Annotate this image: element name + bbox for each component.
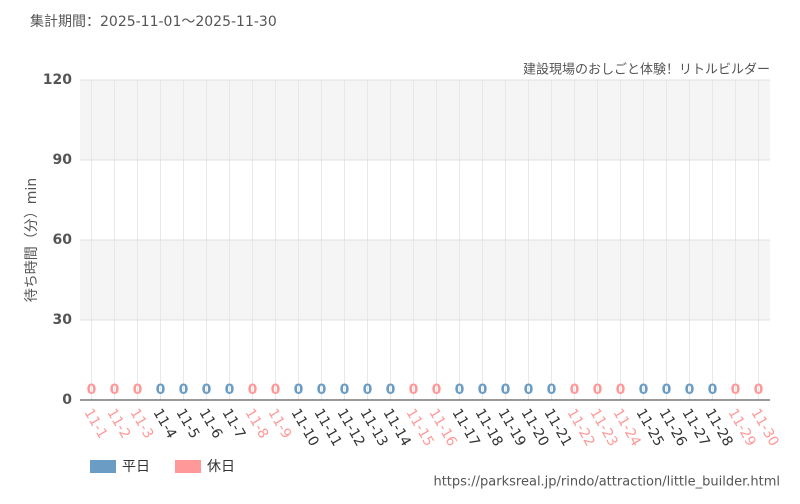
value-label: 0	[524, 382, 534, 398]
value-label: 0	[593, 382, 603, 398]
legend-swatch	[90, 460, 116, 473]
value-label: 0	[87, 382, 97, 398]
x-tick-label: 11-5	[173, 406, 203, 442]
y-tick-label: 90	[53, 152, 73, 168]
y-tick-label: 0	[62, 392, 72, 408]
grid-band	[80, 80, 770, 160]
value-label: 0	[708, 382, 718, 398]
x-tick-label: 11-6	[196, 406, 226, 442]
value-label: 0	[570, 382, 580, 398]
value-label: 0	[685, 382, 695, 398]
legend-swatch	[175, 460, 201, 473]
x-tick-label: 11-2	[104, 406, 134, 442]
value-label: 0	[432, 382, 442, 398]
value-label: 0	[225, 382, 235, 398]
y-tick-label: 30	[53, 312, 73, 328]
chart-title: 建設現場のおしごと体験！リトルビルダー	[523, 62, 770, 78]
value-label: 0	[133, 382, 143, 398]
y-axis-label: 待ち時間（分）min	[24, 178, 40, 302]
value-label: 0	[179, 382, 189, 398]
value-label: 0	[731, 382, 741, 398]
value-label: 0	[294, 382, 304, 398]
value-label: 0	[271, 382, 281, 398]
value-label: 0	[616, 382, 626, 398]
x-tick-label: 11-9	[265, 406, 295, 442]
x-tick-label: 11-4	[150, 406, 180, 442]
legend-label: 平日	[122, 459, 150, 475]
y-tick-label: 60	[53, 232, 73, 248]
value-label: 0	[110, 382, 120, 398]
value-label: 0	[501, 382, 511, 398]
legend-label: 休日	[207, 459, 235, 475]
value-label: 0	[340, 382, 350, 398]
value-label: 0	[639, 382, 649, 398]
value-label: 0	[248, 382, 258, 398]
x-tick-label: 11-1	[81, 406, 111, 442]
value-label: 0	[478, 382, 488, 398]
value-label: 0	[455, 382, 465, 398]
x-tick-label: 11-3	[127, 406, 157, 442]
value-label: 0	[754, 382, 764, 398]
value-label: 0	[662, 382, 672, 398]
value-label: 0	[202, 382, 212, 398]
footer: https://parksreal.jp/rindo/attraction/li…	[433, 475, 780, 490]
y-tick-label: 120	[43, 72, 72, 88]
value-label: 0	[547, 382, 557, 398]
value-label: 0	[317, 382, 327, 398]
x-tick-label: 11-7	[219, 406, 249, 442]
value-label: 0	[409, 382, 419, 398]
value-label: 0	[386, 382, 396, 398]
x-tick-label: 11-8	[242, 406, 272, 442]
grid-band	[80, 240, 770, 320]
value-label: 0	[156, 382, 166, 398]
period: 集計期間：2025-11-01〜2025-11-30	[30, 13, 277, 30]
value-label: 0	[363, 382, 373, 398]
